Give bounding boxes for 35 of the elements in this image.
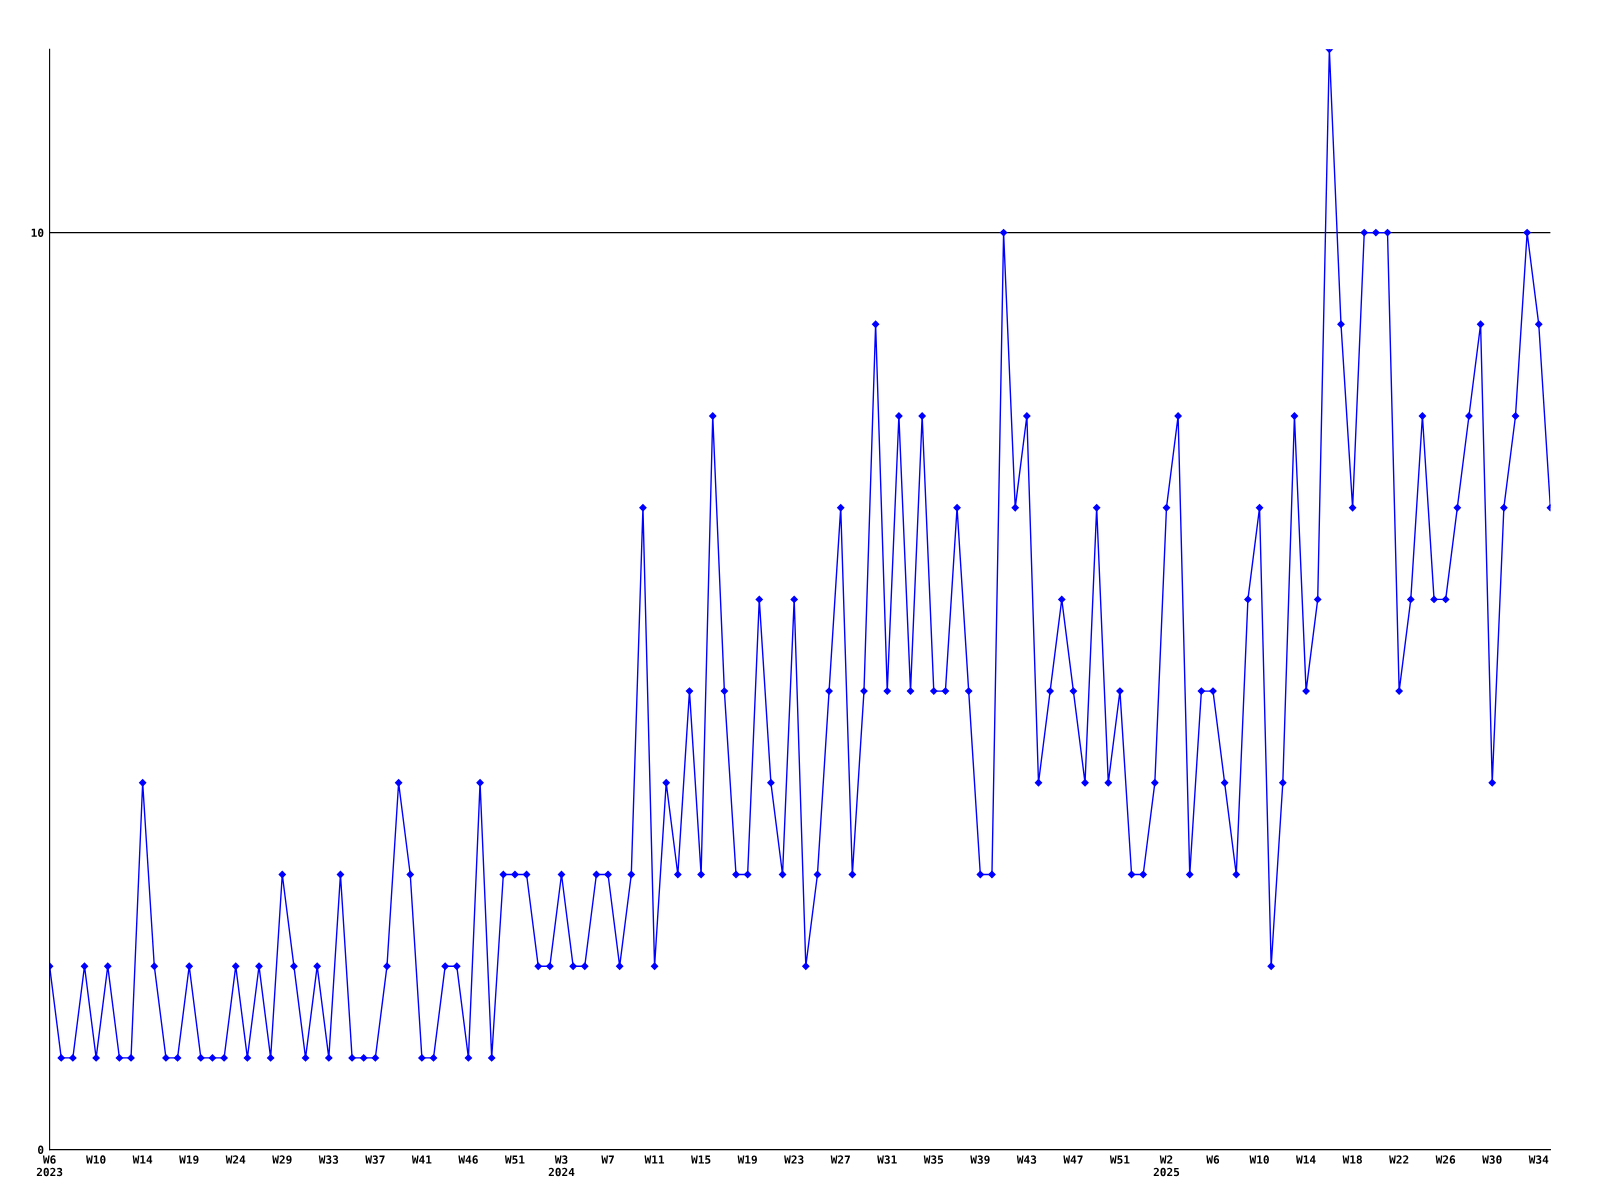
x-tick-label: W41: [411, 1155, 432, 1164]
x-tick-label: W7: [601, 1155, 614, 1164]
x-tick-label: W26: [1435, 1155, 1456, 1164]
x-tick-label: W18: [1342, 1155, 1362, 1164]
x-tick-label: W22: [1389, 1155, 1409, 1164]
x-tick-label: W47: [1063, 1155, 1083, 1164]
x-tick-label: W27: [830, 1155, 850, 1164]
x-tick-label: W15: [691, 1155, 711, 1164]
x-tick-label: W10: [86, 1155, 106, 1164]
x-tick-label: W2 2025: [1153, 1155, 1180, 1177]
x-tick-label: W43: [1016, 1155, 1037, 1164]
x-tick-label: W23: [784, 1155, 804, 1164]
x-tick-label: W10: [1249, 1155, 1269, 1164]
x-tick-label: W19: [179, 1155, 199, 1164]
x-tick-label: W24: [225, 1155, 246, 1164]
y-tick-label: 0: [38, 1145, 44, 1154]
x-tick-label: W51: [504, 1155, 525, 1164]
x-tick-label: W14: [1296, 1155, 1316, 1164]
x-tick-label: W34: [1528, 1155, 1549, 1164]
x-tick-label: W14: [132, 1155, 153, 1164]
x-tick-label: W35: [923, 1155, 944, 1164]
x-tick-label: W37: [365, 1155, 385, 1164]
x-tick-label: W29: [272, 1155, 292, 1164]
x-tick-label: W39: [970, 1155, 990, 1164]
x-tick-label: W3 2024: [548, 1155, 575, 1177]
x-tick-label: W19: [737, 1155, 757, 1164]
x-tick-label: W6 2023: [36, 1155, 63, 1177]
x-tick-label: W46: [458, 1155, 478, 1164]
x-tick-label: W30: [1482, 1155, 1502, 1164]
x-tick-label: W6: [1206, 1155, 1220, 1164]
x-tick-label: W31: [877, 1155, 897, 1164]
x-tick-label: W33: [318, 1155, 339, 1164]
y-tick-label: 10: [31, 228, 44, 237]
x-tick-label: W11: [644, 1155, 665, 1164]
x-tick-label: W51: [1109, 1155, 1130, 1164]
